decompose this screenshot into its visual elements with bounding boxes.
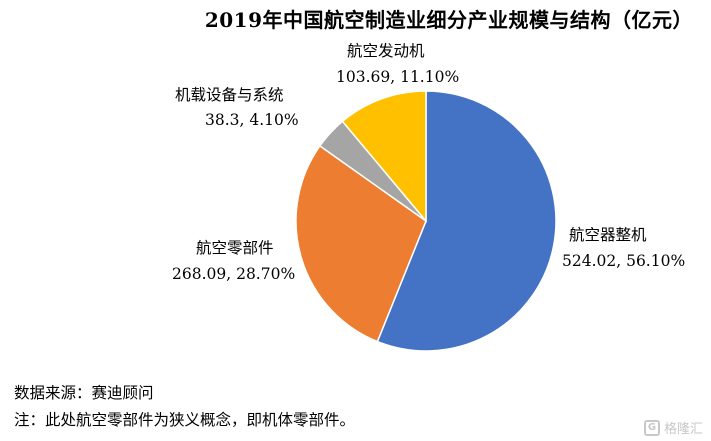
- source-note: 数据来源：赛迪顾问: [14, 384, 154, 402]
- label-parts-value: 268.09, 28.70%: [172, 265, 295, 283]
- pie-slice-1: [376, 90, 557, 352]
- pie-chart: 航空器整机 524.02, 56.10% 航空零部件 268.09, 28.70…: [172, 42, 685, 352]
- chart-title: 2019年中国航空制造业细分产业规模与结构（亿元）: [204, 8, 693, 32]
- pie-slices: [295, 90, 557, 352]
- label-engine-name: 航空发动机: [347, 42, 425, 60]
- pie-slice-4: [341, 90, 427, 224]
- footnote: 注：此处航空零部件为狭义概念，即机体零部件。: [14, 411, 356, 429]
- label-parts-name: 航空零部件: [196, 239, 274, 257]
- label-aircraft-value: 524.02, 56.10%: [562, 252, 685, 270]
- pie-slice-2: [295, 144, 427, 343]
- watermark-logo-icon: G: [643, 419, 660, 436]
- label-engine-value: 103.69, 11.10%: [336, 68, 459, 86]
- label-aircraft-name: 航空器整机: [569, 226, 647, 244]
- watermark: G 格隆汇: [643, 418, 703, 437]
- label-avionics-name: 机载设备与系统: [175, 86, 284, 104]
- watermark-text: 格隆汇: [663, 422, 703, 437]
- label-avionics-value: 38.3, 4.10%: [205, 111, 299, 129]
